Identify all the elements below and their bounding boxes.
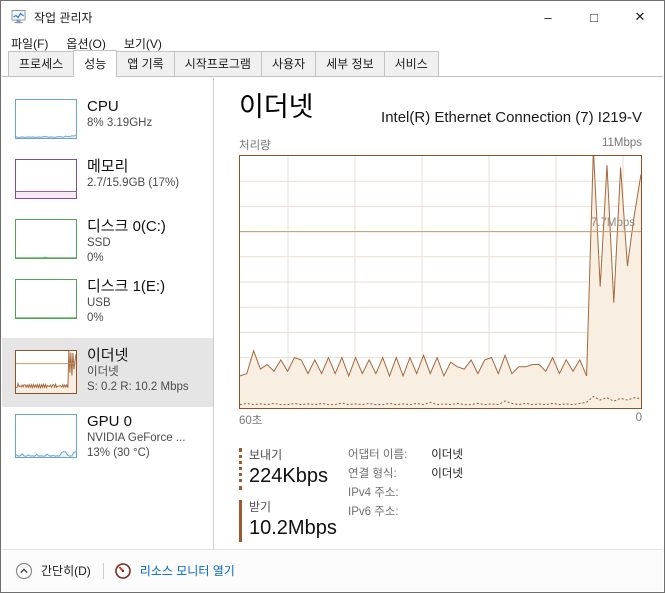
cpu-title: CPU — [87, 98, 119, 115]
receive-legend-bar — [239, 500, 242, 542]
menu-bar: 파일(F) 옵션(O) 보기(V) — [2, 32, 663, 54]
send-legend-bar — [239, 448, 242, 490]
ethernet-stats: S: 0.2 R: 10.2 Mbps — [87, 381, 189, 393]
gpu-title: GPU 0 — [87, 413, 133, 430]
adapter-name-value: 이더넷 — [431, 449, 463, 461]
tab-users[interactable]: 사용자 — [260, 51, 317, 76]
gpu-minichart — [15, 414, 77, 458]
open-resource-monitor-link[interactable]: 리소스 모니터 열기 — [139, 564, 235, 578]
current-value-marker-label: 7.7Mbps — [590, 217, 635, 229]
ethernet-title: 이더넷 — [87, 347, 129, 364]
throughput-label: 처리량 — [239, 140, 271, 152]
connection-type-value: 이더넷 — [431, 468, 463, 480]
send-label: 보내기 — [249, 448, 283, 462]
ethernet-detail-panel: 이더넷 Intel(R) Ethernet Connection (7) I21… — [239, 89, 642, 562]
disk0-title: 디스크 0(C:) — [87, 218, 166, 235]
ethernet-minichart — [15, 350, 77, 394]
gpu-name: NVIDIA GeForce ... — [87, 432, 186, 444]
task-manager-icon — [11, 10, 26, 24]
menu-view[interactable]: 보기(V) — [123, 36, 162, 51]
memory-stats: 2.7/15.9GB (17%) — [87, 177, 180, 189]
menu-options[interactable]: 옵션(O) — [66, 36, 106, 51]
memory-title: 메모리 — [87, 158, 129, 175]
scale-max-label: 11Mbps — [601, 137, 642, 149]
tab-performance[interactable]: 성능 — [73, 50, 118, 77]
cpu-stats: 8% 3.19GHz — [87, 117, 153, 129]
window-title: 작업 관리자 — [34, 10, 93, 25]
connection-type-label: 연결 형식: — [348, 468, 397, 480]
throughput-chart: 7.7Mbps — [239, 155, 642, 409]
tab-startup[interactable]: 시작프로그램 — [173, 51, 262, 76]
x-axis-left-label: 60초 — [239, 415, 263, 427]
footer-bar: 간단히(D) 리소스 모니터 열기 — [2, 549, 663, 591]
tab-services[interactable]: 서비스 — [383, 51, 439, 76]
adapter-info: 어댑터 이름: 이더넷 연결 형식: 이더넷 IPv4 주소: IPv6 주소: — [348, 446, 463, 522]
sidebar-item-cpu[interactable]: CPU 8% 3.19GHz — [2, 94, 213, 154]
sidebar-item-memory[interactable]: 메모리 2.7/15.9GB (17%) — [2, 154, 213, 214]
send-value: 224Kbps — [249, 465, 328, 487]
sidebar-item-gpu[interactable]: GPU 0 NVIDIA GeForce ... 13% (30 °C) — [2, 409, 213, 475]
footer-divider — [102, 562, 104, 579]
window-controls: – □ ✕ — [525, 2, 663, 32]
disk1-title: 디스크 1(E:) — [87, 278, 166, 295]
adapter-model: Intel(R) Ethernet Connection (7) I219-V — [381, 109, 642, 126]
page-title: 이더넷 — [239, 92, 314, 122]
menu-file[interactable]: 파일(F) — [11, 36, 49, 51]
sidebar-item-disk1[interactable]: 디스크 1(E:) USB 0% — [2, 274, 213, 334]
adapter-name-label: 어댑터 이름: — [348, 449, 408, 461]
tab-processes[interactable]: 프로세스 — [8, 51, 75, 76]
cpu-minichart — [15, 99, 77, 139]
performance-sidebar: CPU 8% 3.19GHz 메모리 2.7/15.9GB (17%) 디스크 … — [2, 78, 214, 549]
disk1-type: USB — [87, 297, 111, 309]
tab-details[interactable]: 세부 정보 — [315, 51, 385, 76]
disk1-minichart — [15, 279, 77, 319]
disk0-type: SSD — [87, 237, 111, 249]
minimize-button[interactable]: – — [544, 9, 552, 25]
sidebar-item-ethernet[interactable]: 이더넷 이더넷 S: 0.2 R: 10.2 Mbps — [2, 338, 213, 407]
collapse-details-button[interactable]: 간단히(D) — [41, 564, 91, 578]
receive-value: 10.2Mbps — [249, 517, 337, 539]
ipv4-label: IPv4 주소: — [348, 487, 399, 499]
close-button[interactable]: ✕ — [634, 9, 646, 24]
tab-app-history[interactable]: 앱 기록 — [116, 51, 175, 76]
disk0-usage: 0% — [87, 252, 104, 264]
resource-monitor-icon — [114, 562, 131, 579]
chevron-up-circle-icon[interactable] — [15, 562, 33, 580]
disk0-minichart — [15, 219, 77, 259]
ethernet-name: 이더넷 — [87, 366, 119, 378]
tab-bar: 프로세스 성능 앱 기록 시작프로그램 사용자 세부 정보 서비스 — [2, 50, 663, 77]
memory-minichart — [15, 159, 77, 199]
disk1-usage: 0% — [87, 312, 104, 324]
network-stats: 보내기 224Kbps 받기 10.2Mbps 어댑터 이름: 이더넷 연결 형… — [239, 442, 642, 562]
x-axis-right-label: 0 — [635, 412, 642, 424]
ipv6-label: IPv6 주소: — [348, 506, 399, 518]
receive-label: 받기 — [249, 500, 272, 514]
title-bar[interactable]: 작업 관리자 – □ ✕ — [2, 2, 663, 32]
sidebar-item-disk0[interactable]: 디스크 0(C:) SSD 0% — [2, 214, 213, 274]
gpu-stats: 13% (30 °C) — [87, 447, 150, 459]
maximize-button[interactable]: □ — [590, 9, 598, 25]
